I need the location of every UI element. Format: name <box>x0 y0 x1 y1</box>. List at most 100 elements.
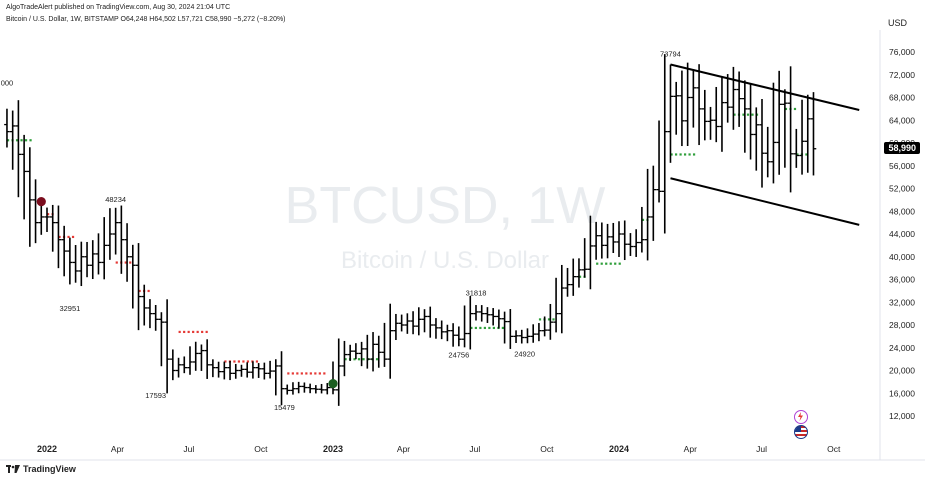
lightning-icon[interactable] <box>794 410 808 424</box>
ohlc-bar <box>747 83 754 160</box>
price-annotation: 17593 <box>145 391 166 400</box>
resistance-level-dot <box>129 261 132 264</box>
tradingview-logo[interactable]: TradingView <box>6 464 76 474</box>
ohlc-bar <box>301 382 308 393</box>
ohlc-bar <box>570 258 577 296</box>
ohlc-bar <box>650 165 657 241</box>
ohlc-bar <box>375 335 382 368</box>
ohlc-bar <box>295 381 302 394</box>
ohlc-bar <box>444 324 451 342</box>
ohlc-bar <box>250 361 256 379</box>
symbol-ohlc-line: Bitcoin / U.S. Dollar, 1W, BITSTAMP O64,… <box>6 16 286 23</box>
ohlc-bar <box>661 54 668 234</box>
ohlc-bar <box>473 305 479 321</box>
y-tick-label: 24,000 <box>889 343 915 353</box>
price-annotation: 000 <box>1 79 14 88</box>
ohlc-bar <box>804 94 811 173</box>
resistance-level-dot <box>309 372 312 375</box>
ohlc-bar <box>421 309 428 333</box>
resistance-level <box>287 372 326 375</box>
x-tick-label: 2023 <box>323 444 343 454</box>
ohlc-bar <box>404 313 411 334</box>
ohlc-bar <box>593 221 599 260</box>
support-level-dot <box>479 326 482 330</box>
ohlc-bar <box>673 81 679 135</box>
ohlc-bar <box>679 70 685 147</box>
ohlc-bar <box>324 383 331 395</box>
ohlc-bar <box>576 258 582 288</box>
resistance-level-dot <box>305 372 308 375</box>
ohlc-bar <box>181 356 188 374</box>
support-level-dot <box>796 153 799 156</box>
support-level-dot <box>15 139 19 142</box>
ohlc-bar <box>112 207 119 255</box>
ohlc-bar <box>370 332 376 372</box>
ohlc-bar <box>210 359 216 378</box>
ohlc-bar <box>753 107 760 171</box>
ohlc-bar <box>513 330 519 343</box>
ohlc-bar <box>793 128 800 168</box>
ohlc-bar <box>484 307 491 323</box>
ohlc-bar <box>141 284 148 326</box>
y-tick-label: 16,000 <box>889 388 915 398</box>
ohlc-bar <box>198 344 205 371</box>
x-tick-label: Apr <box>684 444 697 454</box>
support-level-dot <box>733 113 736 116</box>
resistance-level-dot <box>291 372 294 375</box>
resistance-level-dot <box>138 289 141 293</box>
price-annotation: 31818 <box>466 288 487 297</box>
ohlc-bar <box>433 318 439 339</box>
x-tick-label: Oct <box>827 444 841 454</box>
support-level-dot <box>641 218 645 221</box>
support-level <box>6 139 32 142</box>
ohlc-bar <box>124 223 130 282</box>
ohlc-bar <box>61 225 67 277</box>
ohlc-bar <box>639 206 645 253</box>
resistance-level-dot <box>233 360 236 363</box>
y-tick-label: 52,000 <box>889 184 915 194</box>
ohlc-bar <box>398 314 405 332</box>
ohlc-bar <box>307 383 313 394</box>
us-flag-icon[interactable] <box>794 425 808 439</box>
price-annotation: 32951 <box>59 304 80 313</box>
price-annotation: 24920 <box>514 350 535 359</box>
ohlc-bar <box>587 215 594 290</box>
support-level-dot <box>357 358 361 361</box>
ohlc-bar <box>261 362 268 380</box>
ohlc-bar <box>147 299 153 329</box>
resistance-level-dot <box>196 330 199 334</box>
resistance-level-dot <box>201 330 204 334</box>
resistance-level-dot <box>183 330 186 334</box>
ohlc-bar <box>501 311 508 344</box>
ohlc-bar <box>341 340 348 377</box>
ohlc-bar <box>490 308 496 326</box>
resistance-level-dot <box>47 213 50 216</box>
ohlc-bar <box>381 322 388 367</box>
support-level-dot <box>24 139 28 142</box>
publisher-line: AlgoTradeAlert published on TradingView.… <box>6 4 231 11</box>
ohlc-bar <box>238 364 245 377</box>
y-tick-label: 32,000 <box>889 297 915 307</box>
resistance-level-dot <box>246 360 250 363</box>
ohlc-bar <box>450 323 456 347</box>
ohlc-bar <box>353 343 359 360</box>
y-tick-label: 68,000 <box>889 93 915 103</box>
support-level <box>733 113 759 116</box>
resistance-level-dot <box>237 360 241 363</box>
ohlc-bar <box>564 267 571 297</box>
y-axis: 76,00072,00068,00064,00060,00056,00052,0… <box>889 47 915 421</box>
ohlc-bar <box>255 363 262 378</box>
x-axis: 2022 Apr Jul Oct 2023 Apr Jul Oct 2024 Apr Jul Oct <box>37 444 841 454</box>
price-annotation: 24756 <box>448 350 469 359</box>
ohlc-bar <box>696 64 702 146</box>
ohlc-bar <box>810 92 817 176</box>
tradingview-logo-text: TradingView <box>23 464 76 474</box>
ohlc-bar <box>724 74 731 123</box>
resistance-level-dot <box>147 289 150 293</box>
ohlc-bar <box>599 222 605 259</box>
support-level-dot <box>470 326 473 330</box>
ohlc-bar <box>524 328 531 344</box>
ohlc-bar <box>719 77 725 152</box>
ohlc-bar <box>95 233 102 275</box>
